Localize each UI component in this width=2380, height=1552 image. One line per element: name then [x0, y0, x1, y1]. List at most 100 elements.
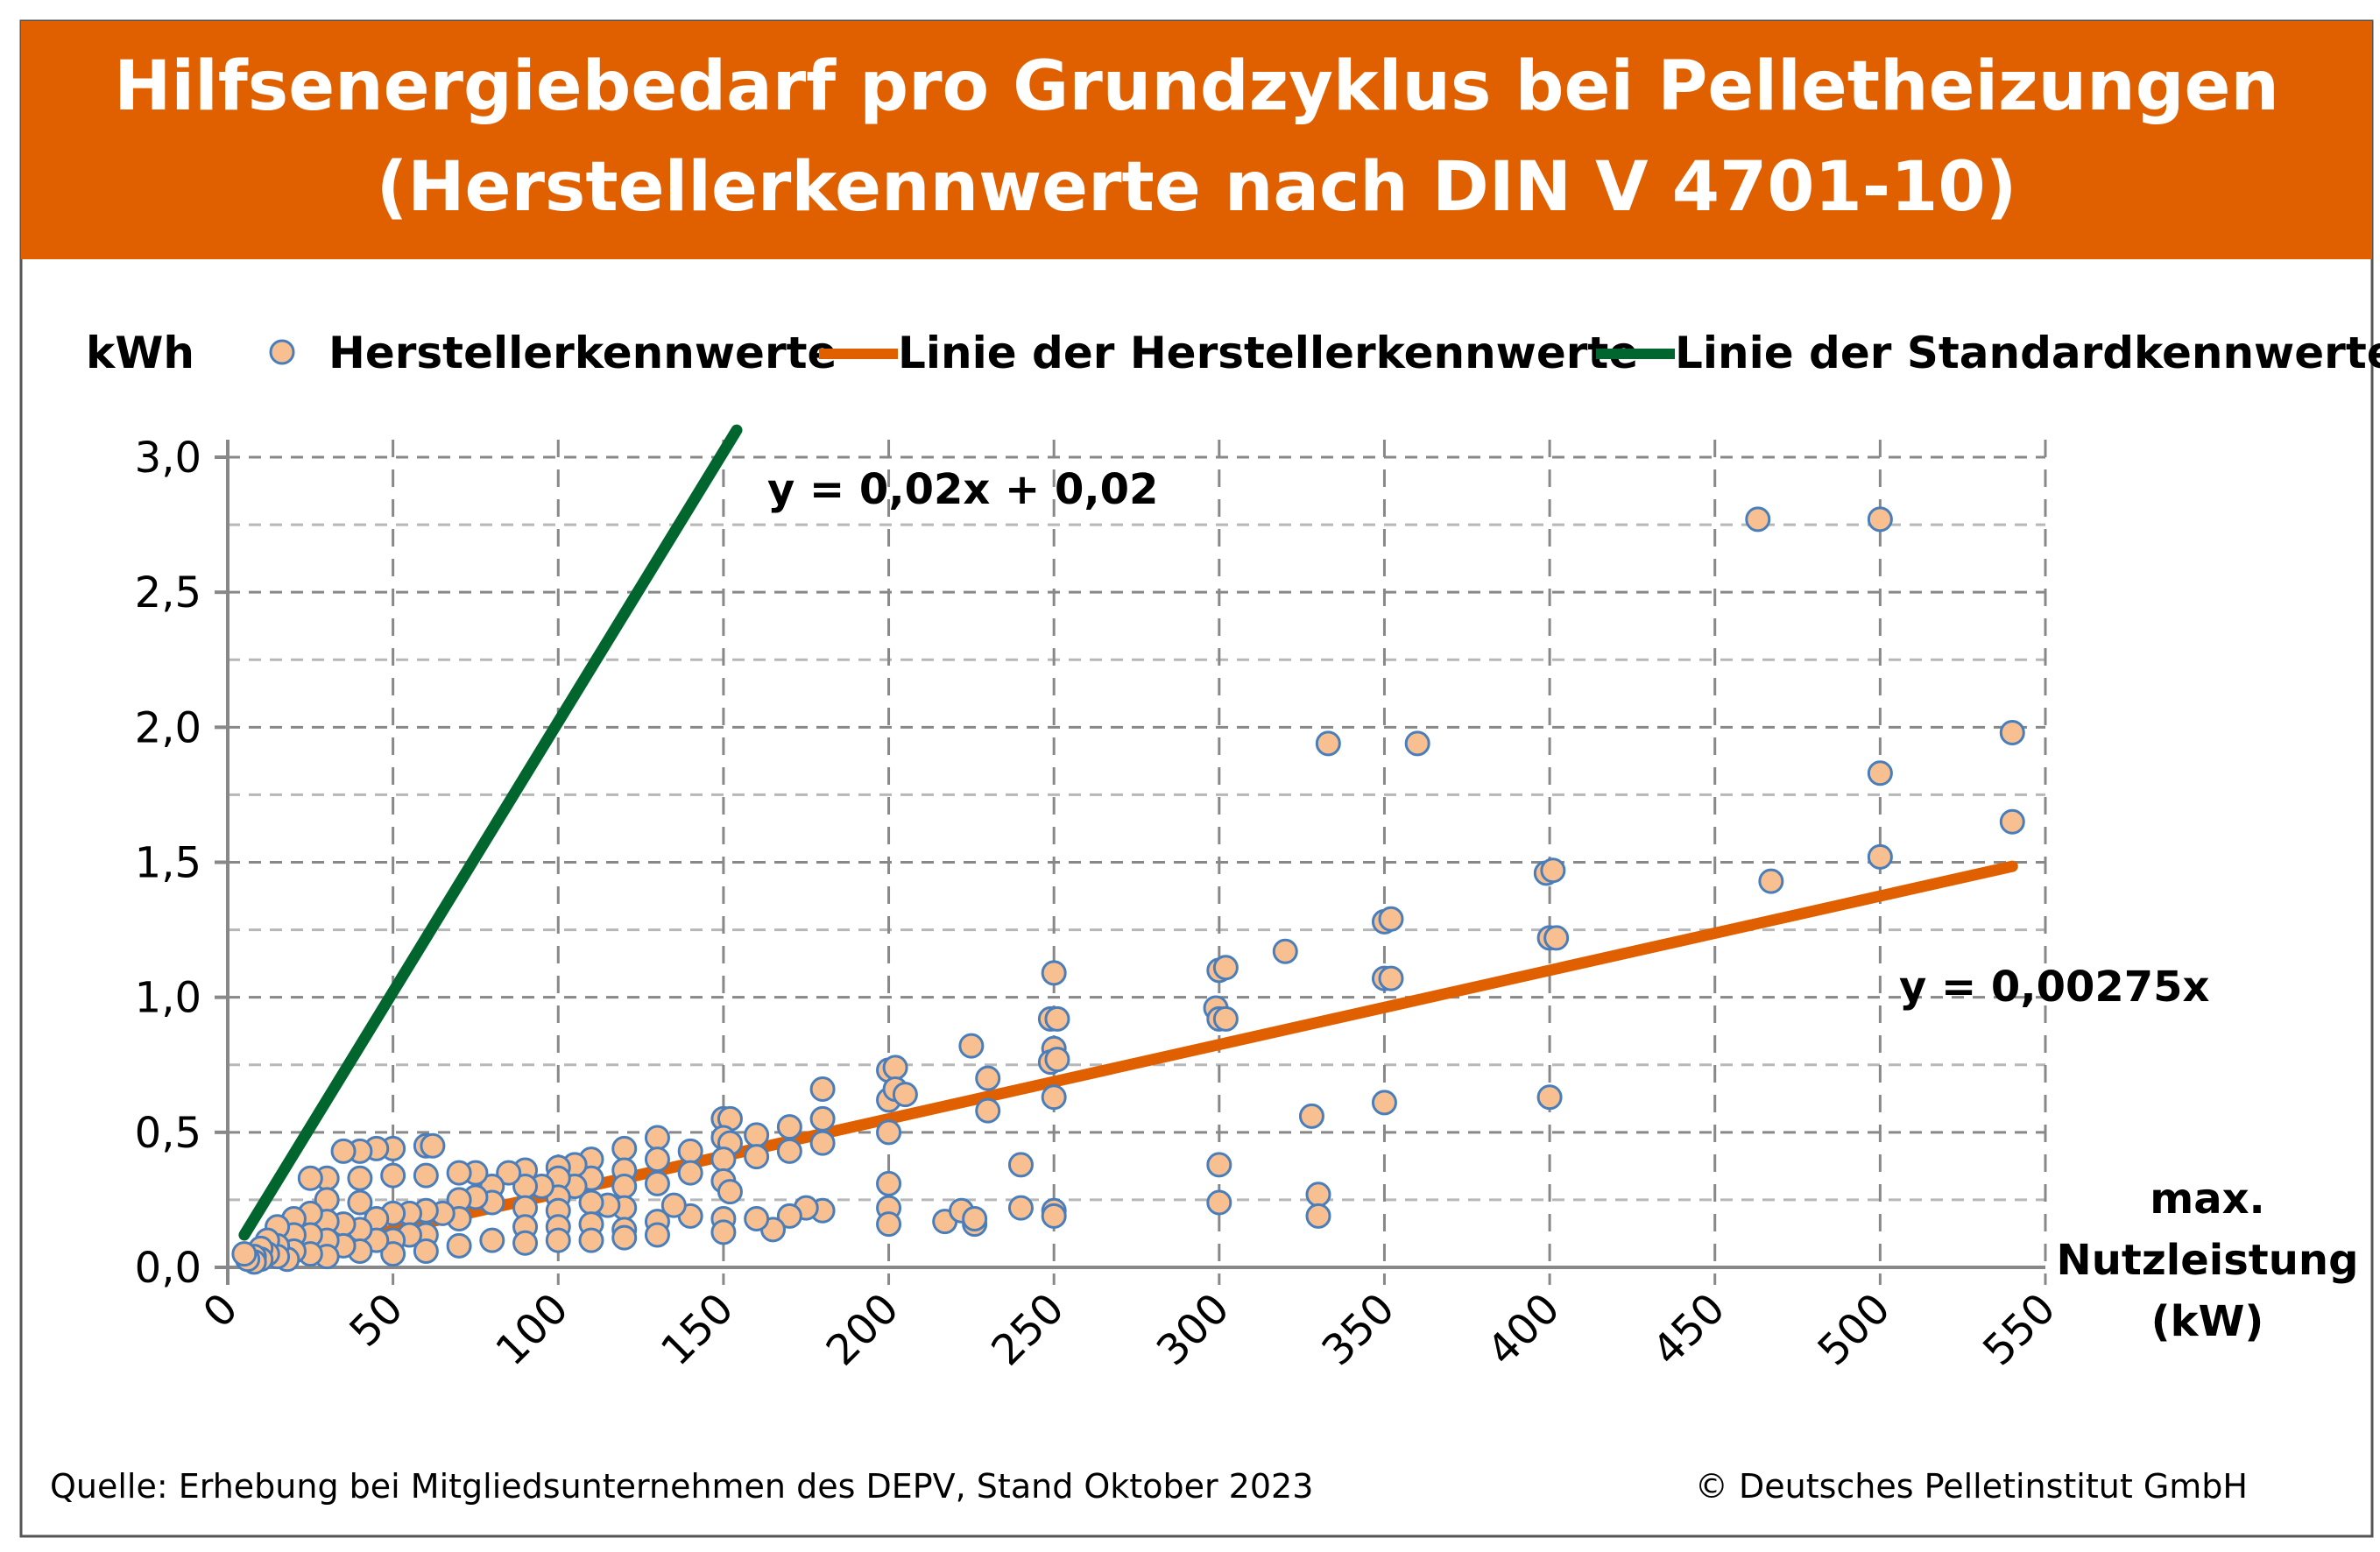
data-point [297, 1165, 323, 1191]
manufacturer-equation: y = 0,00275x [1899, 963, 2210, 1012]
data-point [347, 1189, 373, 1216]
data-point [330, 1138, 357, 1164]
data-point [1999, 720, 2025, 745]
data-point [1212, 1005, 1239, 1032]
chart-title-line2: (Herstellerkennwerte nach DIN V 4701-10) [377, 148, 2017, 227]
footer-source: Quelle: Erhebung bei Mitgliedsunternehme… [50, 1467, 1313, 1506]
legend-label-standard-line: Linie der Standardkennwerte [1675, 328, 2380, 378]
data-point [882, 1055, 908, 1081]
data-point [644, 1125, 670, 1151]
data-point [347, 1165, 373, 1191]
legend-marker-points [269, 339, 295, 365]
data-point [876, 1170, 902, 1196]
data-point [1867, 760, 1893, 787]
data-point [1044, 1005, 1070, 1032]
data-point [1007, 1195, 1034, 1221]
data-point [1041, 960, 1067, 986]
y-tick-label: 2,0 [135, 703, 201, 752]
data-point [1999, 808, 2025, 835]
data-point [611, 1174, 638, 1199]
data-point [1536, 1084, 1563, 1111]
data-point [578, 1227, 604, 1253]
y-tick-label: 0,5 [135, 1109, 201, 1158]
data-point [479, 1227, 505, 1253]
data-point [1371, 1090, 1397, 1116]
data-point [611, 1224, 638, 1251]
data-point [1007, 1152, 1034, 1178]
data-point [975, 1097, 1001, 1124]
chart-title-line1: Hilfsenergiebedarf pro Grundzyklus bei P… [114, 47, 2279, 126]
data-point [1315, 730, 1341, 757]
data-point [1044, 1047, 1070, 1073]
data-point [1745, 506, 1771, 533]
data-point [744, 1122, 770, 1148]
data-point [660, 1192, 687, 1218]
y-tick-label: 1,0 [135, 974, 201, 1023]
data-point [231, 1241, 258, 1267]
data-point [809, 1076, 836, 1102]
data-point [677, 1138, 703, 1164]
legend-label-points: Herstellerkennwerte [328, 328, 837, 378]
data-point [446, 1160, 472, 1186]
data-point [809, 1105, 836, 1132]
scatter-points [231, 506, 2025, 1275]
data-point [644, 1170, 670, 1196]
data-point [1540, 857, 1566, 884]
footer-copyright: © Deutsches Pelletinstitut GmbH [1695, 1467, 2248, 1506]
data-point [962, 1206, 988, 1231]
data-point [446, 1232, 472, 1259]
data-point [413, 1238, 439, 1264]
y-tick-label: 2,5 [135, 568, 201, 617]
data-point [1867, 506, 1893, 533]
data-point [1212, 955, 1239, 981]
data-point [420, 1132, 446, 1159]
data-point [1206, 1152, 1232, 1178]
data-point [744, 1206, 770, 1231]
data-point [809, 1130, 836, 1156]
data-point [413, 1162, 439, 1189]
standard-equation: y = 0,02x + 0,02 [767, 465, 1158, 514]
data-point [1272, 938, 1298, 964]
data-point [644, 1222, 670, 1248]
data-point [1758, 868, 1784, 894]
data-point [744, 1144, 770, 1170]
data-point [876, 1211, 902, 1238]
data-point [1404, 730, 1430, 757]
axes [215, 440, 2045, 1285]
standard-trend-line [238, 424, 743, 1241]
y-tick-label: 3,0 [135, 434, 201, 483]
data-point [1305, 1182, 1331, 1208]
title-banner [21, 21, 2372, 259]
y-axis-label: kWh [86, 328, 194, 378]
data-point [1305, 1203, 1331, 1229]
data-point [975, 1065, 1001, 1091]
data-point [611, 1135, 638, 1161]
data-point [1543, 925, 1570, 951]
data-point [496, 1160, 522, 1186]
x-axis-label-line3: (kW) [2151, 1297, 2264, 1346]
x-axis-label-line1: max. [2150, 1175, 2265, 1224]
data-point [1041, 1203, 1067, 1229]
data-point [1298, 1103, 1324, 1129]
data-point [958, 1033, 985, 1059]
y-tick-label: 1,5 [135, 839, 201, 888]
data-point [776, 1138, 802, 1164]
x-axis-label-line2: Nutzleistung [2057, 1236, 2359, 1285]
outer-border [19, 19, 2374, 1538]
data-point [892, 1082, 918, 1108]
data-point [1867, 843, 1893, 870]
data-point [876, 1119, 902, 1146]
legend-label-manufacturer-line: Linie der Herstellerkennwerte [898, 328, 1638, 378]
data-point [776, 1114, 802, 1140]
data-point [1378, 906, 1404, 932]
data-point [717, 1179, 743, 1205]
data-point [710, 1219, 737, 1245]
y-tick-label: 0,0 [135, 1244, 201, 1293]
data-point [1378, 965, 1404, 991]
data-point [710, 1146, 737, 1173]
data-point [677, 1160, 703, 1186]
data-point [512, 1230, 539, 1256]
data-point [545, 1227, 571, 1253]
data-point [644, 1146, 670, 1173]
